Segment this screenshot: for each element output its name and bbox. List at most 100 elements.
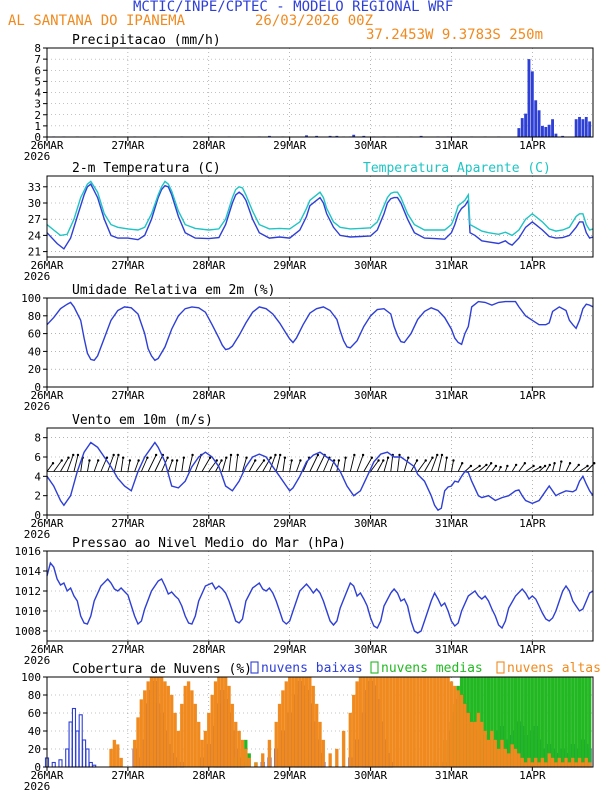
wind-arrow-head [489, 462, 493, 465]
wind-arrow [471, 465, 480, 472]
wind-arrow [228, 454, 232, 472]
cloud-bar-2 [237, 730, 241, 768]
panel-frame [46, 427, 594, 516]
x-tick-label: 28MAR [192, 643, 225, 656]
x-tick-label: 28MAR [192, 517, 225, 530]
panel-frame [46, 175, 594, 258]
wind-arrow-head [117, 453, 120, 457]
series-line-1 [46, 180, 594, 237]
x-tick-label: 31MAR [435, 517, 468, 530]
wind-arrow-head [440, 453, 444, 457]
wind-arrow-head [137, 459, 140, 462]
cloud-bar-2 [159, 676, 164, 768]
x-year-label: 2026 [24, 654, 51, 667]
precip-bar [561, 135, 565, 137]
x-tick-label: 26MAR [30, 389, 63, 402]
wind-arrow-head [67, 456, 70, 459]
wind-arrow [140, 457, 148, 472]
wind-arrow [194, 454, 202, 472]
y-tick-label: 0 [34, 131, 41, 144]
y-tick-label: 8 [34, 42, 41, 55]
y-tick-label: 7 [34, 53, 41, 66]
y-tick-label: 1010 [15, 605, 42, 618]
wind-arrow-head [539, 465, 542, 469]
y-tick-label: 20 [28, 363, 41, 376]
panel-title: 2-m Temperatura (C) [72, 161, 221, 176]
cloud-bar-2 [301, 676, 305, 768]
x-tick-label: 27MAR [111, 139, 144, 152]
cloud-bar-2 [308, 676, 312, 768]
cloud-bar-2 [227, 685, 231, 768]
wind-arrow [322, 457, 330, 472]
panel-1 [43, 175, 594, 261]
panel-5 [43, 676, 594, 771]
wind-arrow [154, 454, 164, 472]
cloud-bar-2 [173, 712, 177, 768]
wind-arrow-head [353, 453, 356, 457]
x-tick-label: 1APR [519, 389, 546, 402]
series-line-0 [46, 300, 594, 362]
y-tick-label: 6 [34, 64, 41, 77]
x-tick-label: 26MAR [30, 259, 63, 272]
cloud-bar-2 [463, 703, 467, 768]
precip-bar [530, 71, 534, 137]
x-tick-label: 31MAR [435, 769, 468, 782]
wind-arrow [275, 454, 281, 472]
cloud-bar-2 [480, 721, 484, 768]
cloud-bar-0 [65, 748, 70, 768]
wind-arrow [424, 457, 433, 472]
cloud-bar-2 [274, 721, 278, 768]
cloud-bar-2 [156, 676, 160, 768]
wind-arrow-head [460, 462, 464, 465]
cloud-bar-0 [71, 707, 77, 768]
x-tick-label: 1APR [519, 769, 546, 782]
x-tick-label: 1APR [519, 643, 546, 656]
wind-arrow [464, 465, 472, 472]
cloud-bar-2 [109, 748, 113, 768]
wind-arrow-head [278, 453, 282, 457]
cloud-bar-2 [287, 676, 292, 768]
wind-arrow-head [254, 459, 257, 462]
cloud-bar-2 [112, 739, 117, 768]
wind-arrow [262, 457, 272, 472]
cloud-bar-2 [446, 676, 450, 768]
wind-arrow-head [88, 459, 91, 462]
cloud-bar-2 [557, 757, 561, 768]
cloud-bar-2 [372, 676, 376, 768]
wind-arrow-head [299, 459, 302, 462]
wind-arrow [579, 465, 588, 472]
wind-arrow [181, 457, 185, 472]
cloud-bar-2 [395, 676, 400, 768]
wind-arrow [73, 454, 79, 472]
cloud-bar-2 [416, 676, 420, 768]
wind-arrow-head [208, 456, 212, 459]
y-tick-label: 20 [28, 743, 41, 756]
x-tick-label: 27MAR [111, 769, 144, 782]
wind-arrow [80, 457, 84, 472]
wind-arrow-head [166, 456, 169, 459]
cloud-bar-1 [587, 676, 592, 768]
precip-bar [524, 113, 528, 137]
wind-arrow-head [290, 459, 293, 462]
cloud-bar-2 [146, 681, 150, 768]
panel-title: Cobertura de Nuvens (%) [72, 662, 252, 677]
wind-arrow-head [220, 459, 223, 462]
cloud-bar-2 [163, 681, 167, 768]
cloud-bar-1 [574, 676, 578, 768]
x-year-label: 2026 [24, 270, 51, 283]
cloud-bar-2 [587, 762, 592, 768]
cloud-bar-2 [375, 676, 379, 768]
wind-arrow-head [485, 463, 488, 467]
cloud-bar-2 [294, 676, 299, 768]
legend-label-1: nuvens medias [381, 661, 483, 676]
cloud-bar-2 [453, 685, 457, 768]
cloud-bar-2 [547, 753, 551, 768]
cloud-bar-2 [304, 676, 309, 768]
wind-arrow [565, 463, 571, 472]
y-tick-label: 30 [28, 197, 41, 210]
cloud-bar-2 [432, 676, 437, 768]
cloud-bar-2 [500, 739, 504, 768]
wind-arrow [235, 454, 239, 472]
cloud-bar-1 [554, 676, 558, 768]
precip-bar [517, 128, 521, 137]
